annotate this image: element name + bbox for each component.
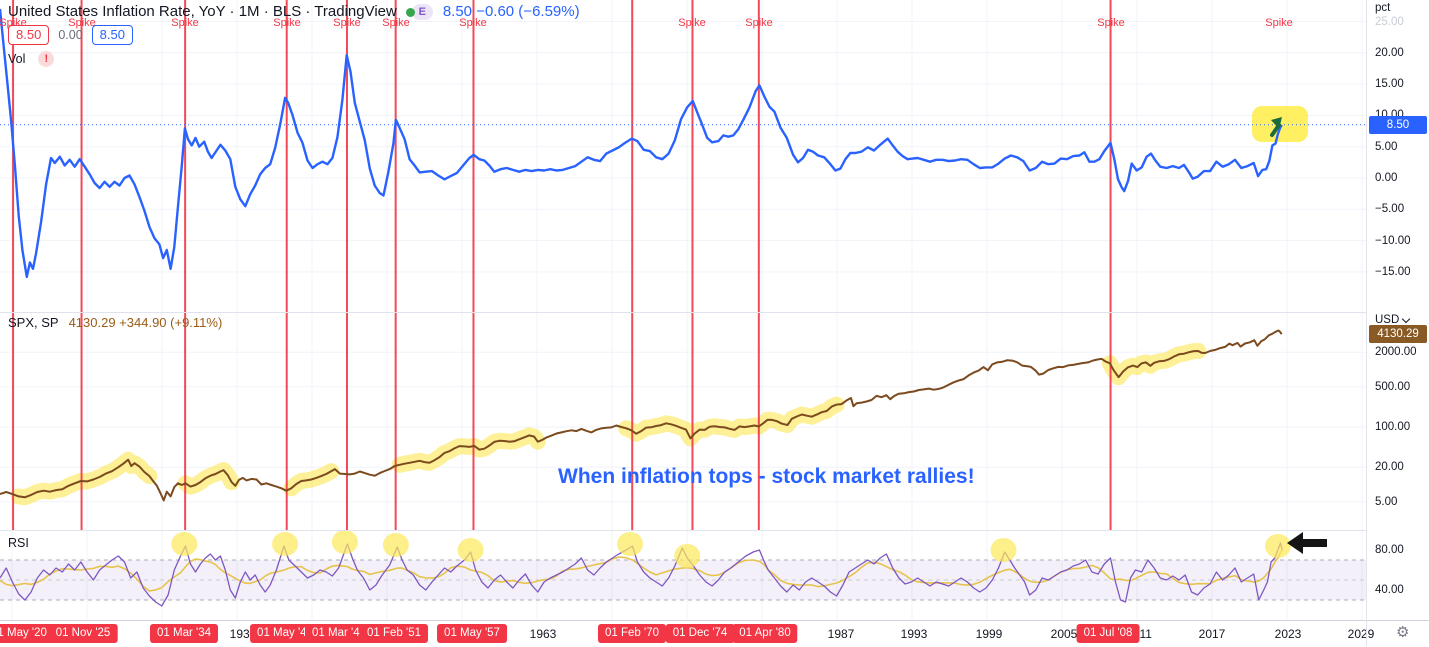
- pane-separator[interactable]: [0, 530, 1429, 531]
- rsi-ma-line[interactable]: [0, 549, 1283, 592]
- spike-label[interactable]: Spike: [333, 17, 361, 29]
- spike-label[interactable]: Spike: [382, 17, 410, 29]
- economic-event-icon[interactable]: E: [411, 3, 433, 20]
- settings-gear-icon[interactable]: ⚙: [1396, 624, 1410, 641]
- time-axis-label: 2017: [1198, 627, 1226, 641]
- axis-corner: [1366, 620, 1429, 646]
- chart-canvas[interactable]: [0, 0, 1366, 620]
- chart-plot-area[interactable]: Spike Spike Spike Spike Spike Spike Spike Spike…: [0, 0, 1366, 620]
- error-alert-icon[interactable]: !: [38, 51, 55, 67]
- status-dot-icon: [405, 7, 415, 17]
- price-axis[interactable]: pct 40.00 80.00 5.00 20.00 100.00 500.00 2000.…: [1366, 0, 1429, 620]
- spike-label[interactable]: Spike: [678, 17, 706, 29]
- highlighter-mark[interactable]: [1101, 343, 1207, 386]
- spike-label[interactable]: Spike: [273, 17, 301, 29]
- axis-tick-label: 5.00: [1375, 496, 1398, 508]
- highlighter-mark[interactable]: [618, 396, 845, 447]
- highlighter-circle[interactable]: [171, 532, 198, 556]
- time-axis-label: 1993: [900, 627, 928, 641]
- highlighter-circle[interactable]: [674, 544, 701, 568]
- rsi-label[interactable]: RSI: [8, 536, 29, 550]
- time-axis-spike-badge[interactable]: 01 Nov '25: [48, 624, 118, 643]
- axis-tick-label: 5.00: [1375, 141, 1398, 153]
- time-axis-label: 1987: [827, 627, 855, 641]
- axis-tick-label: 500.00: [1375, 381, 1411, 393]
- inflation-quote: 8.50 −0.60 (−6.59%): [442, 3, 580, 20]
- axis-tick-label: 0.00: [1375, 172, 1398, 184]
- spx-legend[interactable]: SPX, SP 4130.29 +344.90 (+9.11%): [8, 315, 222, 330]
- spike-label[interactable]: Spike: [745, 17, 773, 29]
- spx-quote: 4130.29 +344.90 (+9.11%): [68, 315, 223, 330]
- usd-axis-unit-dropdown[interactable]: USD: [1375, 314, 1411, 326]
- spike-label[interactable]: Spike: [1265, 17, 1293, 29]
- axis-tick-label: 25.00: [1375, 16, 1404, 28]
- green-arrow-head: [1271, 117, 1282, 129]
- spx-symbol-label[interactable]: SPX, SP: [8, 315, 59, 330]
- highlighter-circle[interactable]: [617, 532, 643, 556]
- time-axis-label: 2029: [1347, 627, 1375, 641]
- vol-label[interactable]: Vol: [8, 52, 26, 66]
- main-series-legend[interactable]: United States Inflation Rate, YoY · 1M ·…: [8, 3, 580, 20]
- annotation-text[interactable]: When inflation tops - stock market ralli…: [558, 465, 975, 488]
- axis-tick-label: 40.00: [1375, 584, 1404, 596]
- time-axis-label: 1939: [229, 627, 257, 641]
- highlighter-circle[interactable]: [272, 532, 299, 556]
- rsi-line[interactable]: [0, 542, 1283, 607]
- spike-label[interactable]: Spike: [68, 17, 96, 29]
- symbol-title[interactable]: United States Inflation Rate, YoY · 1M ·…: [8, 3, 397, 20]
- axis-tick-label: −15.00: [1375, 266, 1411, 278]
- time-axis-spike-badge[interactable]: 01 Feb '70: [598, 624, 666, 643]
- chevron-down-icon: [1402, 314, 1411, 323]
- axis-tick-label: 20.00: [1375, 461, 1404, 473]
- time-axis-spike-badge[interactable]: 01 May '57: [437, 624, 507, 643]
- time-axis-spike-badge[interactable]: 01 Jul '08: [1076, 624, 1140, 643]
- time-axis-label: 2005: [1050, 627, 1078, 641]
- axis-tick-label: −5.00: [1375, 203, 1405, 215]
- black-arrow[interactable]: [1287, 532, 1327, 554]
- time-axis-spike-badge[interactable]: 01 May '20: [0, 624, 54, 643]
- event-badges: E: [405, 3, 434, 20]
- highlighter-circle[interactable]: [1265, 534, 1291, 558]
- axis-tick-label: 2000.00: [1375, 346, 1417, 358]
- time-axis-spike-badge[interactable]: 01 Mar '47: [305, 624, 373, 643]
- usd-axis-unit-label: USD: [1375, 314, 1400, 326]
- axis-tick-label: 80.00: [1375, 544, 1404, 556]
- spx-line[interactable]: [0, 329, 1283, 502]
- time-axis-label: 1999: [975, 627, 1003, 641]
- time-axis[interactable]: ⚙ 19391963198719931999200520112017202320…: [0, 620, 1429, 647]
- value-plain: 0.00: [58, 28, 83, 42]
- value-box-blue: 8.50: [91, 25, 133, 45]
- pct-axis-unit: pct: [1375, 2, 1391, 14]
- time-axis-label: 2023: [1274, 627, 1302, 641]
- spike-label[interactable]: Spike: [459, 17, 487, 29]
- axis-tick-label: 100.00: [1375, 421, 1411, 433]
- inflation-current-badge: 8.50: [1369, 116, 1427, 134]
- axis-tick-label: −10.00: [1375, 235, 1411, 247]
- highlighter-circle[interactable]: [990, 538, 1017, 562]
- time-axis-spike-badge[interactable]: 01 May '42: [250, 624, 320, 643]
- spx-current-badge: 4130.29: [1369, 325, 1427, 343]
- highlighter-circle[interactable]: [382, 533, 409, 557]
- volume-legend[interactable]: Vol !: [8, 51, 55, 67]
- highlighter-circle[interactable]: [457, 538, 484, 562]
- axis-tick-label: 15.00: [1375, 78, 1404, 90]
- time-axis-spike-badge[interactable]: 01 Dec '74: [665, 624, 735, 643]
- time-axis-spike-badge[interactable]: 01 Feb '51: [360, 624, 428, 643]
- spike-label[interactable]: Spike: [171, 17, 199, 29]
- time-axis-label: 1963: [529, 627, 557, 641]
- time-axis-spike-badge[interactable]: 01 Mar '34: [150, 624, 218, 643]
- inflation-line[interactable]: [0, 8, 1283, 279]
- axis-tick-label: 20.00: [1375, 47, 1404, 59]
- highlighter-circle[interactable]: [331, 530, 358, 554]
- time-axis-spike-badge[interactable]: 01 Apr '80: [732, 624, 798, 643]
- pane-separator[interactable]: [0, 312, 1429, 313]
- value-row: 8.50 0.00 8.50: [8, 25, 133, 45]
- value-box-red: 8.50: [8, 25, 50, 45]
- spike-label[interactable]: Spike: [1097, 17, 1125, 29]
